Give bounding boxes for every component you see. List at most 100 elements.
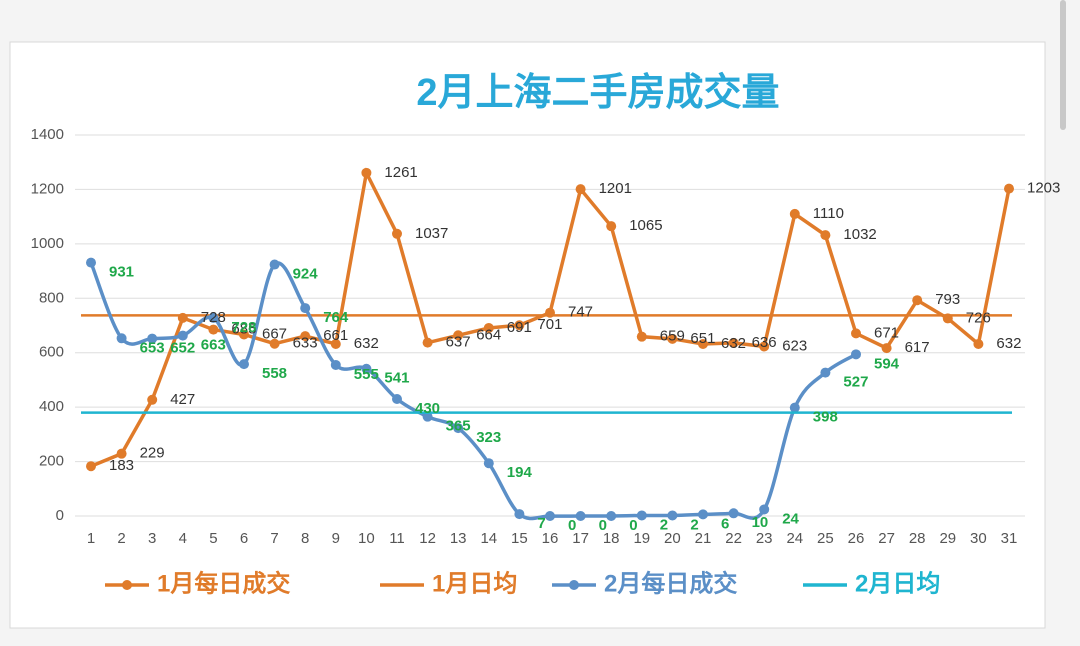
data-label: 793 <box>935 291 960 308</box>
x-tick-label: 12 <box>419 530 436 547</box>
data-label: 430 <box>415 400 440 417</box>
data-label: 1261 <box>384 164 417 181</box>
data-label: 1201 <box>599 180 632 197</box>
data-point <box>116 448 127 459</box>
data-label: 667 <box>262 325 287 342</box>
data-label: 6 <box>721 515 729 532</box>
legend-label: 1月每日成交 <box>157 569 290 597</box>
x-tick-label: 1 <box>87 530 95 547</box>
data-label: 24 <box>782 510 799 527</box>
data-point <box>636 510 647 521</box>
x-tick-label: 17 <box>572 530 589 547</box>
data-label: 637 <box>446 334 471 351</box>
y-tick-label: 600 <box>39 344 64 361</box>
data-point <box>147 394 158 405</box>
data-point <box>514 320 525 331</box>
data-point <box>575 184 586 195</box>
data-label: 1110 <box>813 205 844 222</box>
data-label: 323 <box>476 429 501 446</box>
data-label: 427 <box>170 391 195 408</box>
x-tick-label: 23 <box>756 530 773 547</box>
y-tick-label: 1200 <box>31 180 64 197</box>
data-label: 541 <box>384 370 409 387</box>
data-label: 0 <box>568 517 576 534</box>
data-label: 7 <box>537 515 545 532</box>
data-label: 1032 <box>843 226 876 243</box>
data-label: 365 <box>446 418 471 435</box>
data-point <box>147 333 158 344</box>
data-point <box>820 367 831 378</box>
data-point <box>177 330 188 341</box>
data-point <box>208 324 219 335</box>
x-tick-label: 4 <box>179 530 187 547</box>
data-label: 632 <box>354 335 379 352</box>
x-tick-label: 31 <box>1001 530 1018 547</box>
data-point <box>300 303 311 314</box>
y-tick-label: 200 <box>39 453 64 470</box>
data-point <box>483 322 494 333</box>
x-tick-label: 2 <box>117 530 125 547</box>
x-tick-label: 6 <box>240 530 248 547</box>
y-tick-label: 1000 <box>31 235 64 252</box>
data-point <box>514 509 525 520</box>
data-label: 764 <box>323 309 349 326</box>
data-label: 685 <box>231 321 256 338</box>
data-label: 194 <box>507 464 533 481</box>
data-label: 229 <box>140 445 165 462</box>
legend-label: 1月日均 <box>432 569 517 597</box>
data-label: 691 <box>507 319 532 336</box>
legend-marker <box>569 580 579 590</box>
data-label: 664 <box>476 326 501 343</box>
data-point <box>636 331 647 342</box>
x-tick-label: 21 <box>695 530 712 547</box>
data-label: 623 <box>782 337 807 354</box>
data-label: 0 <box>629 517 637 534</box>
data-label: 632 <box>996 335 1021 352</box>
data-label: 924 <box>293 266 319 283</box>
data-point <box>330 359 341 370</box>
data-point <box>483 458 494 469</box>
data-label: 661 <box>323 327 348 344</box>
x-tick-label: 13 <box>450 530 467 547</box>
legend-label: 2月每日成交 <box>604 569 737 597</box>
data-label: 701 <box>537 316 562 333</box>
legend-label: 2月日均 <box>855 569 940 597</box>
data-point <box>545 511 555 521</box>
data-point <box>269 338 280 349</box>
data-point <box>208 312 219 323</box>
data-label: 632 <box>721 335 746 352</box>
x-tick-label: 14 <box>480 530 497 547</box>
x-tick-label: 15 <box>511 530 528 547</box>
data-label: 2 <box>660 516 668 533</box>
x-tick-label: 11 <box>389 530 405 547</box>
data-point <box>392 393 402 404</box>
x-tick-label: 10 <box>358 530 375 547</box>
data-label: 659 <box>660 328 685 345</box>
x-tick-label: 25 <box>817 530 834 547</box>
data-point <box>269 259 280 270</box>
data-point <box>453 423 464 434</box>
data-point <box>575 511 586 521</box>
data-point <box>86 461 96 472</box>
data-label: 671 <box>874 324 899 341</box>
data-label: 1037 <box>415 225 448 242</box>
x-tick-label: 26 <box>848 530 865 547</box>
x-tick-label: 3 <box>148 530 156 547</box>
legend-marker <box>122 580 132 590</box>
data-label: 558 <box>262 365 287 382</box>
data-point <box>698 509 708 520</box>
scrollbar[interactable] <box>1060 0 1066 130</box>
data-point <box>698 339 708 350</box>
data-point <box>392 228 402 239</box>
data-label: 728 <box>201 309 226 326</box>
data-point <box>789 208 800 219</box>
x-tick-label: 18 <box>603 530 620 547</box>
data-point <box>881 343 892 354</box>
data-point <box>973 339 984 350</box>
x-tick-label: 30 <box>970 530 987 547</box>
data-point <box>820 230 831 241</box>
data-point <box>851 328 861 339</box>
data-point <box>239 359 249 370</box>
data-label: 651 <box>690 330 715 347</box>
x-tick-label: 7 <box>270 530 278 547</box>
